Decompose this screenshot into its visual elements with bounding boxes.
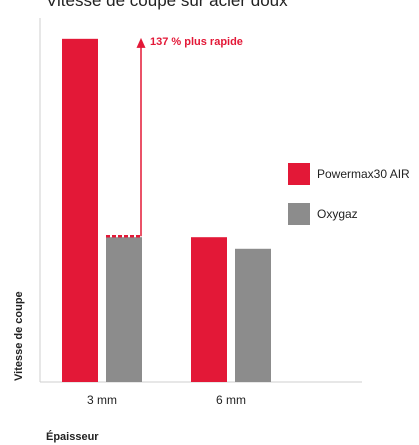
annotation-group: 137 % plus rapide — [106, 36, 243, 238]
bar-oxygaz-3-mm — [106, 237, 142, 382]
x-tick-label: 3 mm — [87, 393, 117, 407]
x-tick-label: 6 mm — [216, 393, 246, 407]
chart-title: Vitesse de coupe sur acier doux — [46, 0, 288, 10]
bar-oxygaz-6-mm — [235, 248, 271, 382]
legend-label: Oxygaz — [317, 207, 358, 221]
legend-swatch — [288, 203, 310, 225]
legend-swatch — [288, 163, 310, 185]
y-axis-label: Vitesse de coupe — [13, 291, 25, 381]
legend: Powermax30 AIR Oxygaz — [288, 163, 410, 225]
bar-powermax30-air-3-mm — [62, 38, 98, 382]
bar-powermax30-air-6-mm — [191, 237, 227, 382]
annotation-arrowhead — [136, 37, 146, 48]
annotation-label: 137 % plus rapide — [150, 36, 243, 48]
legend-label: Powermax30 AIR — [317, 167, 410, 181]
bars-group — [62, 38, 271, 382]
x-axis-label: Épaisseur — [46, 430, 99, 443]
x-tick-labels: 3 mm 6 mm — [87, 393, 246, 407]
